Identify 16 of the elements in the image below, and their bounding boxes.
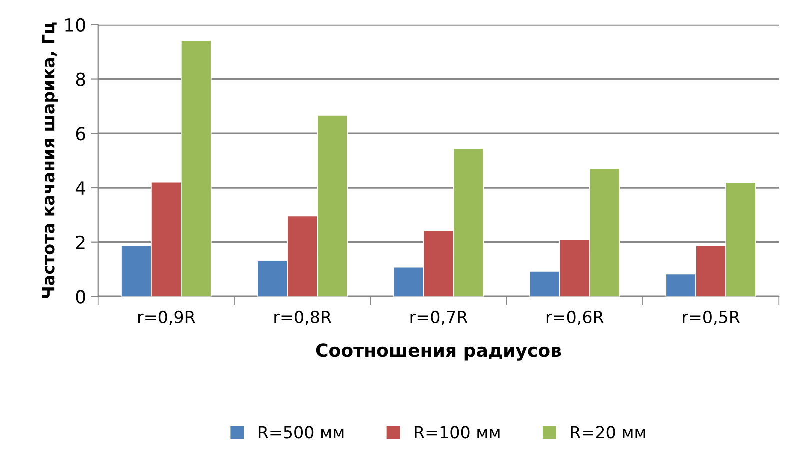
legend-label: R=20 мм bbox=[571, 426, 646, 439]
y-tick-label: 4 bbox=[76, 182, 86, 195]
x-tick-label: r=0,8R bbox=[274, 310, 332, 326]
x-tick-label: r=0,9R bbox=[138, 310, 196, 326]
legend-label: R=500 мм bbox=[258, 426, 344, 439]
x-tick-label: r=0,7R bbox=[410, 310, 468, 326]
x-tick-label: r=0,6R bbox=[546, 310, 604, 326]
legend-label: R=100 мм bbox=[415, 426, 500, 439]
x-tick-label: r=0,5R bbox=[683, 310, 740, 326]
x-axis-title: Соотношения радиусов bbox=[316, 344, 562, 361]
y-tick-label: 2 bbox=[76, 236, 85, 250]
y-tick-label: 6 bbox=[76, 127, 86, 141]
y-axis-title: Частота качания шарика, Гц bbox=[42, 22, 58, 298]
y-tick-label: 8 bbox=[76, 72, 86, 86]
y-tick-label: 10 bbox=[66, 18, 86, 32]
y-tick-label: 0 bbox=[76, 290, 86, 304]
